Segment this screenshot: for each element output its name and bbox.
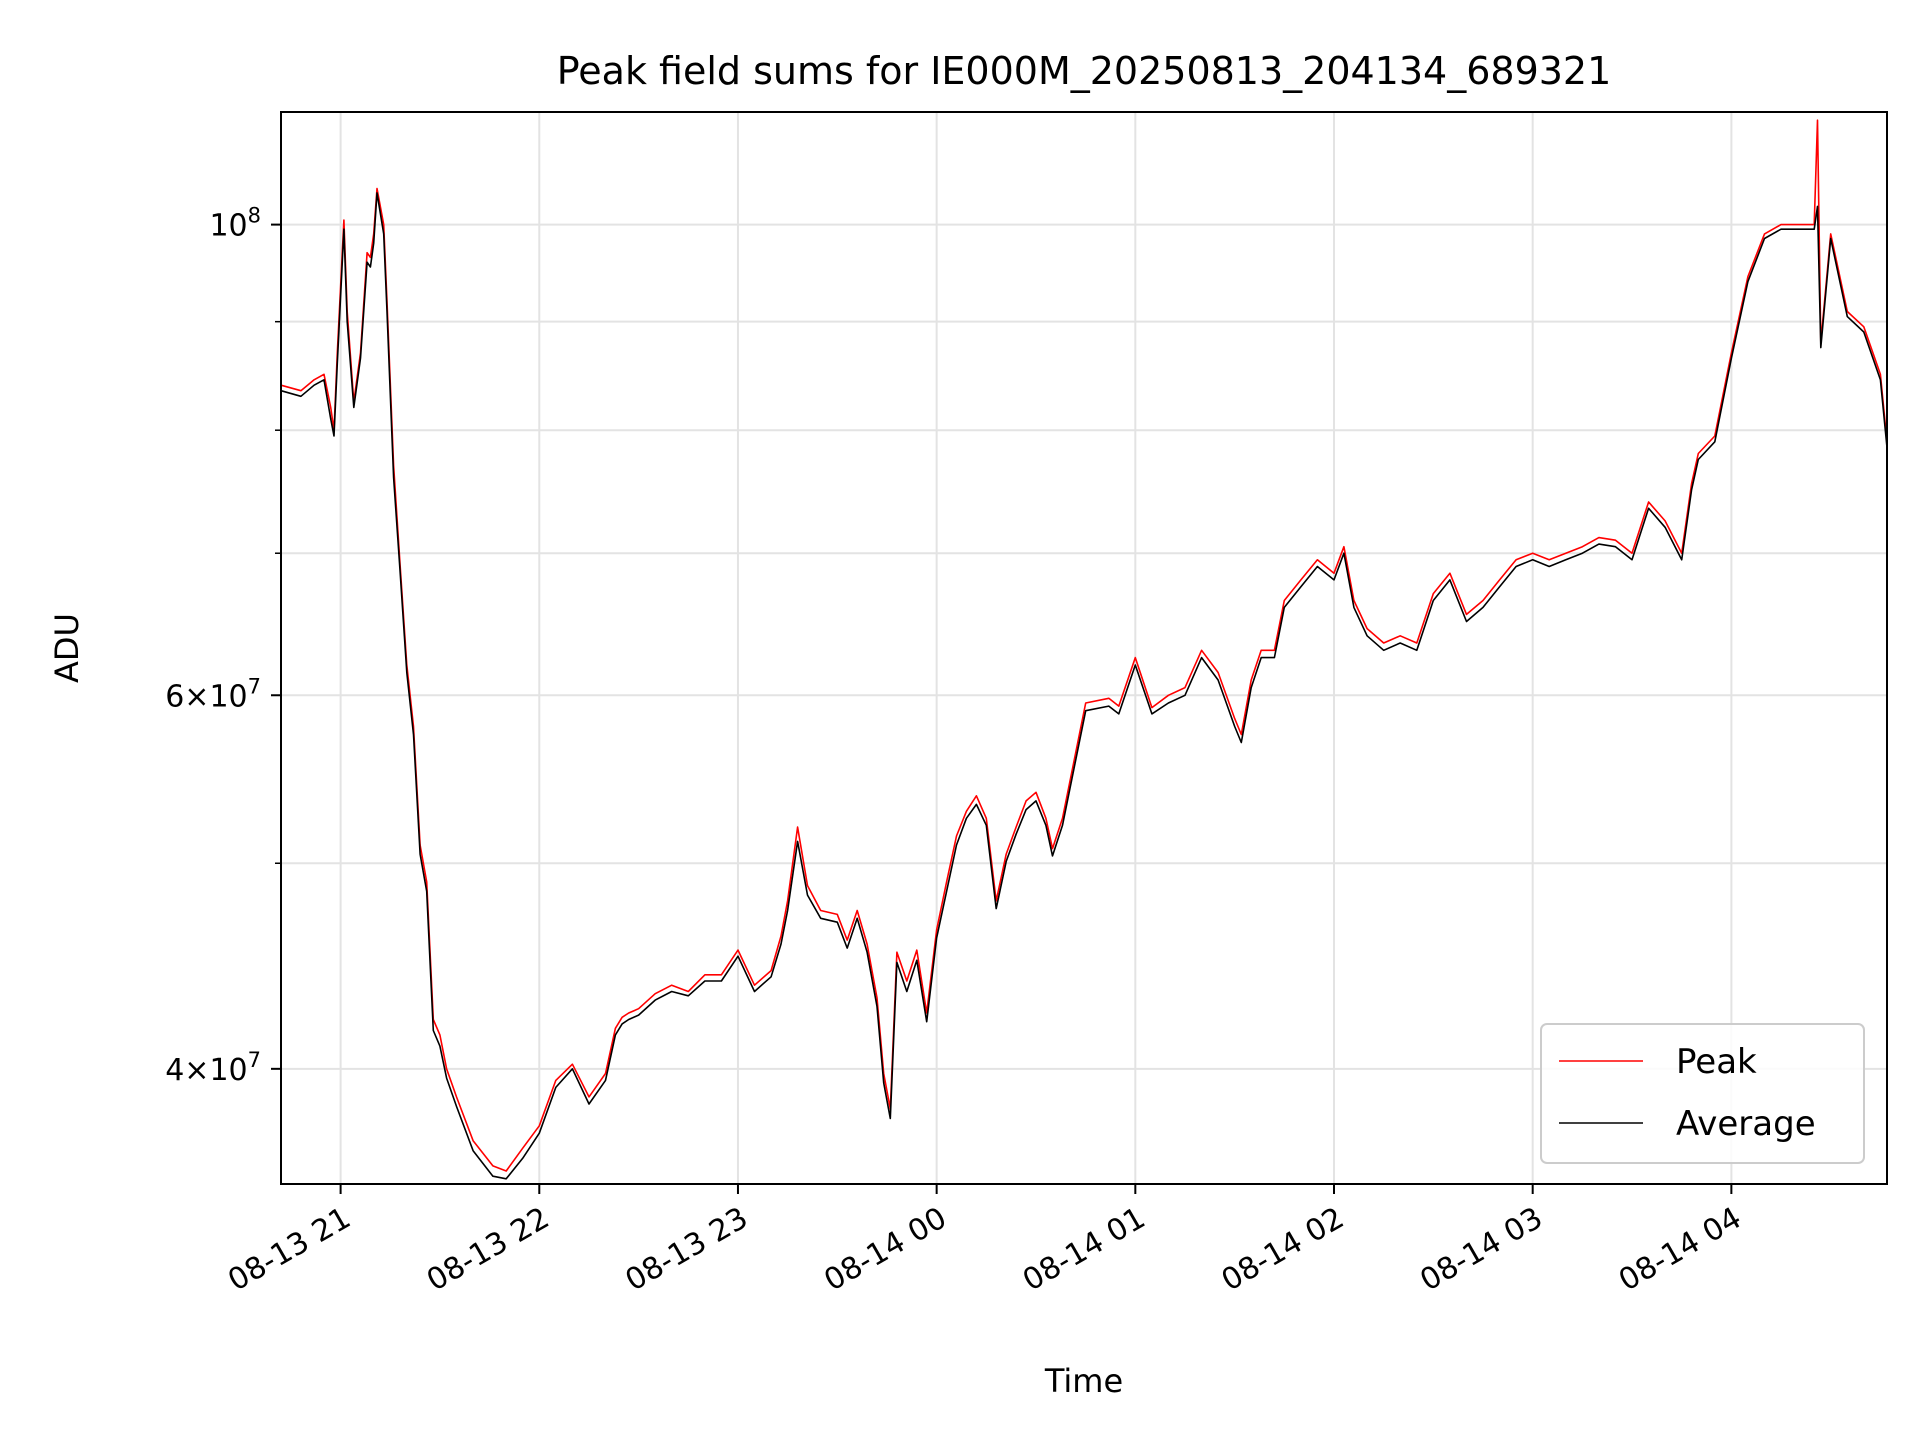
legend-box <box>1540 1023 1865 1164</box>
y-tick-label: 4×107 <box>165 1048 261 1088</box>
chart-title: Peak field sums for IE000M_20250813_2041… <box>557 49 1612 93</box>
y-axis-label: ADU <box>48 613 86 683</box>
series-line-average <box>280 192 1888 1180</box>
legend-label: Average <box>1676 1104 1816 1144</box>
plot-frame <box>280 111 1888 1185</box>
y-tick-label: 6×107 <box>165 674 261 714</box>
legend: Peak Average <box>1540 1023 1865 1164</box>
grid <box>281 112 1887 1184</box>
series-layer <box>280 119 1888 1180</box>
x-axis-label: Time <box>1044 1362 1123 1400</box>
legend-label: Peak <box>1676 1042 1757 1082</box>
